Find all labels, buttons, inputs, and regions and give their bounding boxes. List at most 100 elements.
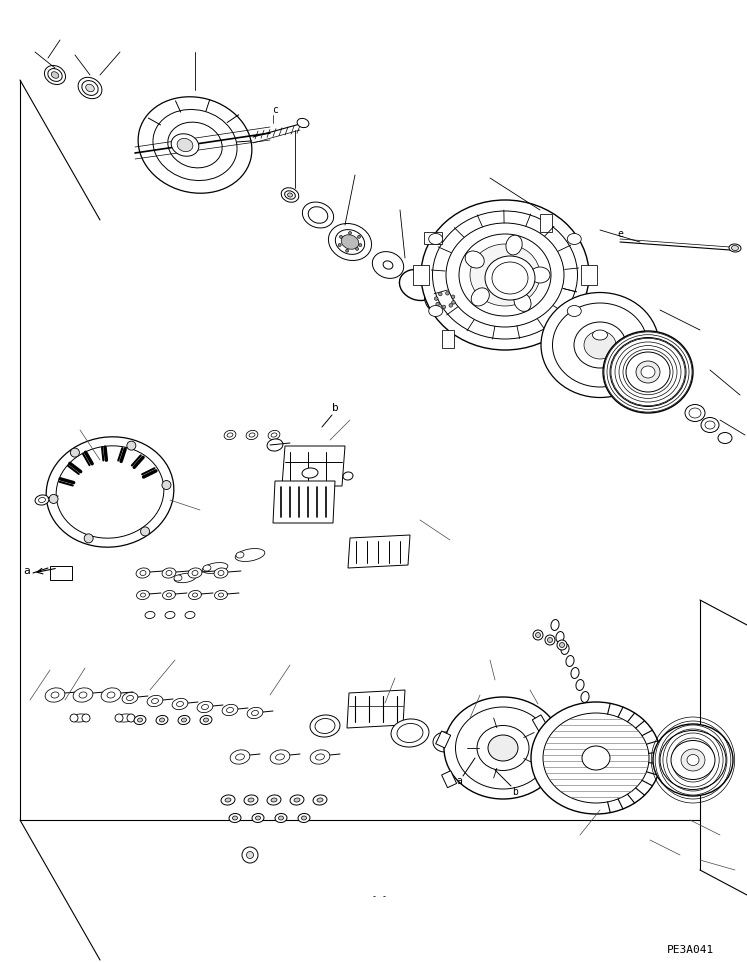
Ellipse shape	[343, 472, 353, 480]
Ellipse shape	[202, 562, 228, 573]
Ellipse shape	[687, 754, 699, 766]
Ellipse shape	[136, 568, 150, 578]
Ellipse shape	[383, 261, 393, 269]
Ellipse shape	[147, 695, 163, 707]
Circle shape	[127, 441, 136, 450]
Ellipse shape	[271, 433, 277, 437]
Ellipse shape	[592, 330, 607, 340]
Ellipse shape	[203, 718, 208, 722]
Ellipse shape	[290, 794, 304, 805]
Circle shape	[533, 630, 543, 640]
Ellipse shape	[531, 702, 661, 814]
Ellipse shape	[561, 643, 569, 655]
Bar	[50, 566, 72, 580]
Ellipse shape	[310, 750, 330, 765]
Ellipse shape	[576, 680, 584, 690]
Ellipse shape	[433, 211, 577, 339]
Ellipse shape	[309, 207, 328, 223]
Ellipse shape	[341, 235, 359, 249]
Circle shape	[548, 638, 553, 642]
Ellipse shape	[203, 565, 211, 571]
Circle shape	[545, 635, 555, 645]
Ellipse shape	[163, 590, 176, 600]
Ellipse shape	[71, 714, 89, 722]
Ellipse shape	[116, 714, 134, 722]
Ellipse shape	[456, 707, 551, 789]
Ellipse shape	[729, 244, 741, 252]
Ellipse shape	[492, 262, 528, 294]
Text: b: b	[332, 403, 338, 413]
Ellipse shape	[140, 570, 146, 576]
Ellipse shape	[52, 71, 59, 78]
Ellipse shape	[225, 798, 231, 802]
Ellipse shape	[285, 191, 295, 199]
Ellipse shape	[429, 233, 443, 245]
Ellipse shape	[294, 798, 300, 802]
Circle shape	[247, 851, 253, 858]
Ellipse shape	[610, 337, 686, 406]
Ellipse shape	[167, 593, 172, 597]
Ellipse shape	[671, 741, 715, 779]
Circle shape	[449, 303, 453, 307]
Circle shape	[242, 847, 258, 863]
Ellipse shape	[153, 110, 237, 180]
Ellipse shape	[571, 667, 579, 679]
Circle shape	[346, 249, 349, 252]
Bar	[540, 214, 552, 231]
Ellipse shape	[45, 65, 66, 85]
Ellipse shape	[140, 593, 146, 597]
Ellipse shape	[685, 404, 705, 422]
Ellipse shape	[302, 468, 318, 478]
Ellipse shape	[603, 331, 693, 413]
Circle shape	[70, 714, 78, 722]
Ellipse shape	[567, 233, 581, 245]
Circle shape	[82, 714, 90, 722]
Circle shape	[536, 633, 541, 638]
Ellipse shape	[459, 234, 551, 316]
Ellipse shape	[82, 81, 98, 95]
Ellipse shape	[574, 322, 626, 368]
Ellipse shape	[689, 408, 701, 418]
Ellipse shape	[279, 816, 284, 820]
Ellipse shape	[219, 593, 223, 597]
Ellipse shape	[681, 749, 705, 771]
Ellipse shape	[45, 688, 65, 702]
Ellipse shape	[471, 288, 489, 306]
Circle shape	[557, 640, 567, 650]
Ellipse shape	[626, 352, 670, 392]
Ellipse shape	[78, 77, 102, 98]
Circle shape	[434, 297, 438, 300]
Ellipse shape	[315, 718, 335, 734]
Ellipse shape	[718, 432, 732, 444]
Circle shape	[451, 295, 455, 299]
Ellipse shape	[252, 814, 264, 822]
Circle shape	[70, 448, 79, 457]
Ellipse shape	[174, 575, 182, 581]
Ellipse shape	[134, 716, 146, 724]
Circle shape	[560, 642, 565, 647]
Ellipse shape	[174, 573, 196, 583]
Ellipse shape	[101, 688, 121, 702]
Circle shape	[436, 302, 439, 306]
Ellipse shape	[177, 139, 193, 151]
Ellipse shape	[39, 498, 46, 503]
Ellipse shape	[227, 433, 233, 437]
Ellipse shape	[249, 433, 255, 437]
Ellipse shape	[267, 439, 283, 451]
Ellipse shape	[176, 701, 184, 707]
Ellipse shape	[297, 118, 309, 128]
Ellipse shape	[202, 705, 208, 710]
Circle shape	[49, 494, 58, 504]
Text: PE3A041: PE3A041	[666, 945, 713, 955]
Circle shape	[438, 292, 442, 296]
Bar	[424, 231, 441, 244]
Ellipse shape	[437, 294, 453, 306]
Ellipse shape	[126, 695, 134, 700]
Ellipse shape	[288, 193, 292, 197]
Ellipse shape	[488, 735, 518, 761]
Polygon shape	[273, 481, 335, 523]
Ellipse shape	[160, 718, 164, 722]
Ellipse shape	[313, 794, 327, 805]
Ellipse shape	[178, 716, 190, 724]
Bar	[552, 319, 570, 330]
